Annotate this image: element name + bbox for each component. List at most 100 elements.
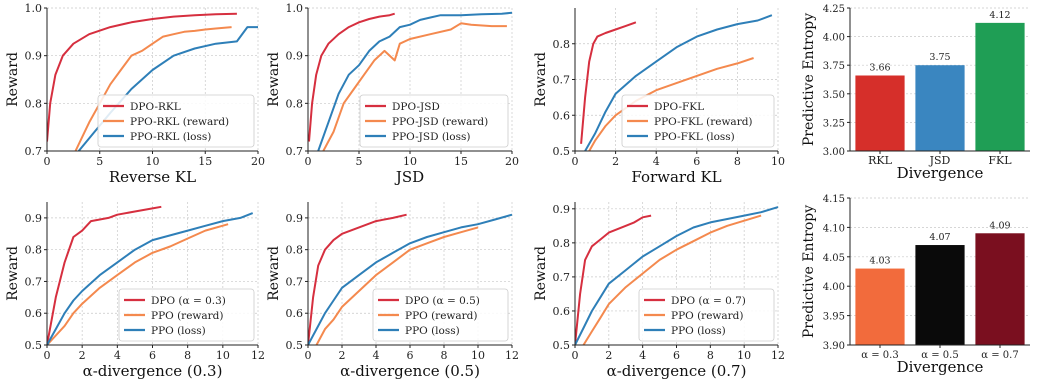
series-line-1: [580, 21, 637, 144]
y-tick-label: 3.90: [823, 341, 845, 352]
bar: [975, 22, 1025, 152]
y-tick-label: 3.25: [823, 118, 845, 129]
x-tick-label: 20: [251, 155, 265, 168]
x-tick-label: 0: [572, 155, 579, 168]
x-tick-label: 10: [146, 155, 160, 168]
x-tick-label: 6: [149, 349, 156, 362]
x-tick-label: α = 0.7: [981, 350, 1018, 361]
y-tick-label: 1.0: [25, 2, 43, 15]
legend-label: PPO (loss): [671, 325, 726, 337]
legend-label: DPO (α = 0.7): [671, 295, 746, 307]
legend-label: DPO-RKL: [130, 101, 181, 113]
x-tick-label: 4: [114, 349, 121, 362]
x-axis-label: Divergence: [897, 358, 984, 376]
legend: DPO (α = 0.5) PPO (reward) PPO (loss): [372, 288, 509, 342]
y-tick-label: 0.8: [25, 97, 43, 110]
legend-box: [621, 94, 775, 148]
x-tick-label: 8: [707, 349, 714, 362]
x-tick-label: 12: [505, 349, 519, 362]
y-tick-label: 0.7: [286, 275, 304, 288]
y-tick-label: 3.75: [823, 61, 845, 72]
y-tick-label: 4.05: [823, 253, 845, 264]
legend-box: [638, 288, 775, 342]
x-tick-label: 6: [673, 349, 680, 362]
legend-box: [372, 288, 509, 342]
legend: DPO (α = 0.7) PPO (reward) PPO (loss): [638, 288, 775, 342]
x-tick-label: 0: [44, 349, 51, 362]
bar-value-label: 4.03: [869, 256, 890, 267]
y-tick-label: 0.6: [25, 307, 43, 320]
chart-panel-4: 3.66 RKL 3.75 JSD 4.12 FKL 3.00 3.25 3.50 3.75 4.0…: [801, 4, 1030, 182]
y-tick-label: 0.7: [25, 145, 43, 158]
x-tick-label: 5: [96, 155, 103, 168]
series-line-3: [575, 206, 779, 345]
x-tick-label: 10: [737, 349, 751, 362]
x-tick-label: 8: [441, 349, 448, 362]
x-tick-label: 5: [356, 155, 363, 168]
x-tick-label: 4: [373, 349, 380, 362]
chart-panel-2: 0 5 10 15 20 0.7 0.8 0.9 1.0 JSD Reward DPO-JSD PPO-…: [266, 2, 519, 186]
x-tick-label: 4: [653, 155, 660, 168]
y-axis-label: Reward: [533, 246, 549, 301]
bar: [855, 268, 905, 345]
y-tick-label: 0.7: [25, 275, 43, 288]
chart-panel-7: 0 2 4 6 8 10 12 0.5 0.6 0.7 0.8 0.9 α-divergence (0.…: [533, 202, 785, 380]
y-tick-label: 0.9: [553, 203, 571, 216]
legend-box: [118, 288, 255, 342]
y-tick-label: 0.5: [25, 339, 43, 352]
series-line-2: [582, 214, 762, 345]
y-axis-label: Reward: [266, 246, 282, 301]
legend-label: DPO-JSD: [392, 101, 440, 113]
x-tick-label: 2: [612, 155, 619, 168]
y-tick-label: 4.10: [823, 223, 845, 234]
x-axis-label: α-divergence (0.7): [607, 362, 747, 380]
legend-label: DPO-FKL: [654, 101, 704, 113]
legend-label: PPO (loss): [151, 325, 206, 337]
x-tick-label: α = 0.5: [921, 350, 958, 361]
chart-panel-8: 4.03 α = 0.3 4.07 α = 0.5 4.09 α = 0.7 3.90 3.9…: [801, 194, 1030, 376]
chart-panel-5: 0 2 4 6 8 10 12 0.5 0.6 0.7 0.8 0.9 α-divergence (0.…: [5, 202, 265, 380]
series-line-1: [47, 12, 237, 142]
x-tick-label: 0: [44, 155, 51, 168]
legend-label: PPO-FKL (reward): [654, 116, 753, 128]
legend-label: DPO (α = 0.5): [405, 295, 480, 307]
y-axis-label: Predictive Entropy: [801, 13, 817, 146]
series-line-2: [315, 226, 479, 345]
legend-label: PPO-JSD (loss): [392, 131, 470, 143]
y-tick-label: 0.6: [553, 109, 571, 122]
legend: DPO-JSD PPO-JSD (reward) PPO-JSD (loss): [359, 94, 509, 148]
x-axis-label: Reverse KL: [109, 168, 196, 186]
series-line-1: [308, 213, 407, 345]
legend: DPO (α = 0.3) PPO (reward) PPO (loss): [118, 288, 255, 342]
x-tick-label: 2: [605, 349, 612, 362]
y-tick-label: 0.8: [286, 97, 304, 110]
y-tick-label: 0.7: [553, 74, 571, 87]
series-line-3: [47, 212, 254, 345]
x-tick-label: 4: [639, 349, 646, 362]
legend-label: PPO (loss): [405, 325, 460, 337]
legend: DPO-RKL PPO-RKL (reward) PPO-RKL (loss): [97, 94, 255, 148]
x-tick-label: 8: [734, 155, 741, 168]
y-tick-label: 4.15: [823, 194, 845, 205]
y-axis-label: Reward: [5, 246, 21, 301]
legend-label: PPO-RKL (reward): [130, 116, 229, 128]
legend-label: PPO (reward): [151, 310, 224, 322]
series-line-3: [584, 14, 773, 151]
bar-value-label: 4.09: [989, 220, 1010, 231]
x-tick-label: 10: [216, 349, 230, 362]
series-line-3: [317, 11, 513, 151]
x-tick-label: 0: [572, 349, 579, 362]
legend-label: DPO (α = 0.3): [151, 295, 226, 307]
y-tick-label: 4.25: [823, 4, 845, 15]
x-tick-label: 12: [771, 349, 785, 362]
x-axis-label: JSD: [394, 168, 424, 186]
bar: [915, 65, 965, 151]
legend-label: PPO-JSD (reward): [392, 116, 488, 128]
bar-value-label: 3.66: [869, 62, 890, 73]
x-tick-label: 2: [339, 349, 346, 362]
bar-value-label: 4.12: [989, 10, 1010, 21]
x-tick-label: α = 0.3: [861, 350, 898, 361]
x-tick-label: 2: [79, 349, 86, 362]
series-line-1: [47, 205, 162, 345]
